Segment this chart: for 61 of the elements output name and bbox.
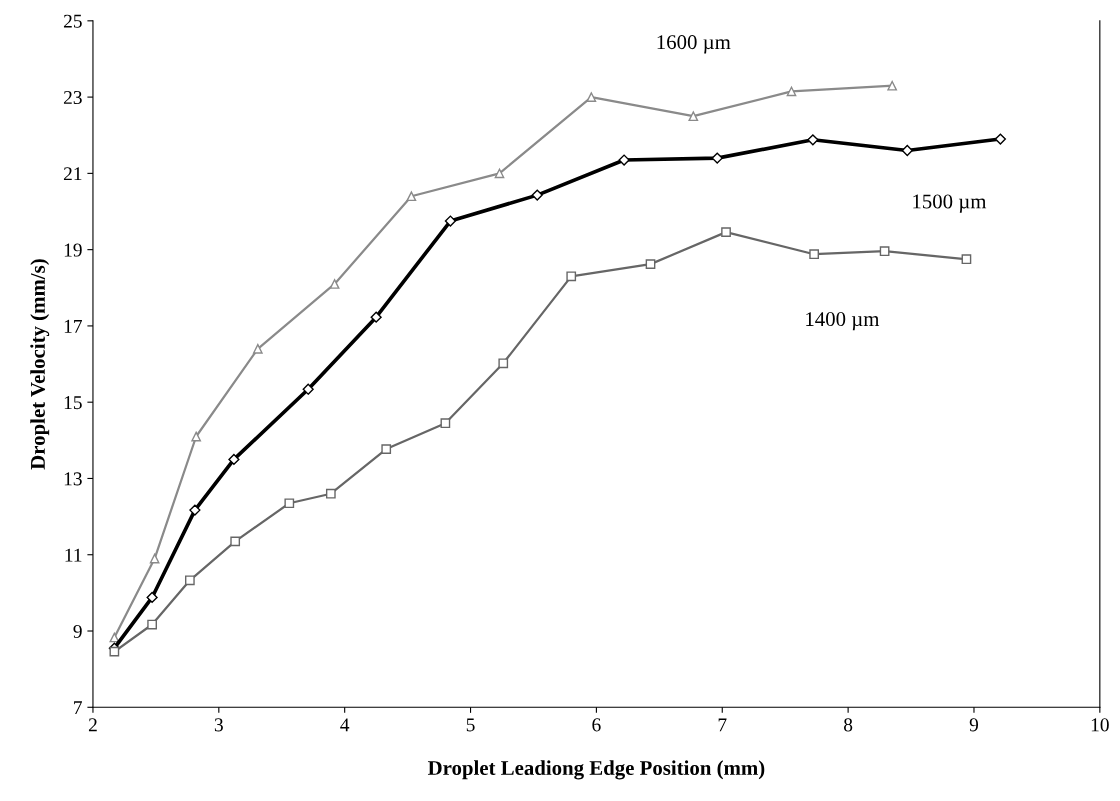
- x-tick-label: 6: [592, 718, 601, 732]
- point: [887, 80, 898, 91]
- point: [494, 168, 505, 179]
- point: [688, 111, 699, 122]
- point: [189, 504, 201, 516]
- y-axis-title: Droplet Velocity (mm/s): [30, 259, 50, 470]
- y-tick-label: 11: [65, 548, 82, 562]
- x-tick-label: 3: [214, 718, 223, 732]
- point: [284, 498, 295, 509]
- point: [252, 343, 263, 354]
- point: [147, 619, 157, 630]
- y-tick-label: 13: [64, 472, 82, 486]
- point: [586, 92, 597, 102]
- point: [149, 553, 160, 564]
- point: [325, 488, 336, 499]
- x-tick-label: 10: [1091, 718, 1109, 732]
- point: [329, 279, 340, 289]
- y-tick-label: 7: [74, 701, 82, 715]
- point: [566, 271, 577, 282]
- point: [645, 259, 656, 269]
- x-tick-label: 8: [844, 718, 853, 732]
- point: [381, 444, 392, 454]
- point: [807, 134, 819, 146]
- point: [228, 453, 240, 466]
- x-tick-label: 5: [466, 718, 475, 732]
- point: [191, 431, 202, 442]
- x-tick-label: 7: [718, 718, 727, 732]
- y-tick-label: 9: [73, 624, 82, 638]
- point: [444, 215, 457, 227]
- text: 1600 µm: [657, 35, 731, 54]
- y-tick-label: 21: [63, 167, 82, 181]
- point: [786, 86, 797, 97]
- point: [901, 144, 913, 157]
- y-tick-label: 15: [64, 396, 82, 410]
- y-tick-label: 19: [64, 243, 82, 257]
- point: [531, 189, 543, 201]
- point: [721, 227, 731, 237]
- point: [879, 246, 890, 257]
- point: [440, 418, 451, 429]
- point: [809, 249, 819, 260]
- point: [994, 133, 1007, 145]
- point: [406, 191, 417, 202]
- y-tick-label: 25: [63, 14, 82, 28]
- point: [109, 646, 120, 657]
- x-tick-label: 4: [340, 718, 350, 732]
- point: [230, 536, 241, 547]
- text: 1400 µm: [806, 312, 880, 331]
- series-label: 1500 µm: [913, 194, 987, 213]
- x-axis-title: Droplet Leadiong Edge Position (mm): [427, 760, 765, 780]
- point: [711, 152, 723, 164]
- x-tick-label: 2: [88, 718, 97, 732]
- x-tick-label: 9: [969, 718, 979, 732]
- point: [498, 358, 509, 369]
- y-tick-label: 23: [63, 90, 82, 105]
- y-tick-label: 17: [64, 319, 82, 333]
- point: [302, 383, 314, 395]
- point: [146, 591, 158, 604]
- point: [370, 311, 382, 323]
- point: [185, 575, 195, 586]
- point: [109, 632, 120, 643]
- point: [961, 254, 972, 265]
